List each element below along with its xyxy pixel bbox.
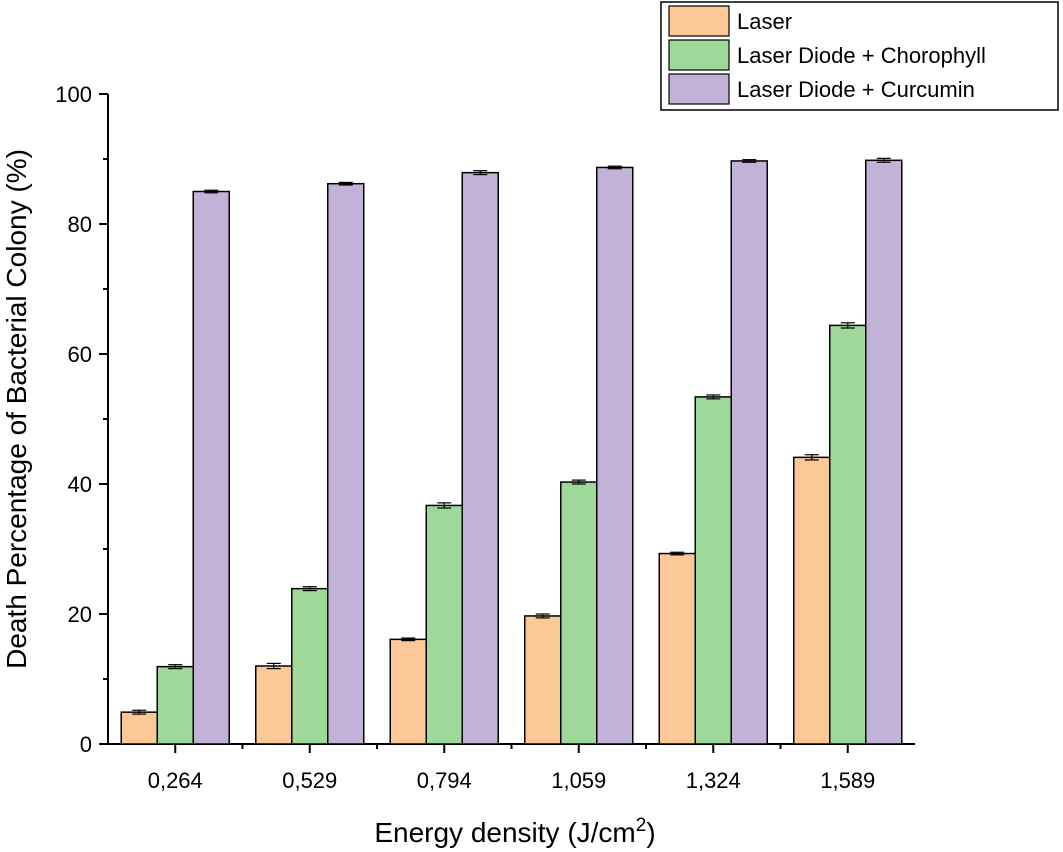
x-tick-label: 0,264 [148, 768, 203, 793]
legend-swatch [668, 39, 730, 71]
x-axis-title-close: ) [646, 817, 655, 848]
x-axis-title-text: Energy density (J/cm [374, 817, 635, 848]
y-tick-label: 80 [68, 212, 92, 237]
bar [730, 160, 768, 745]
y-tick-label: 0 [80, 732, 92, 757]
y-tick-label: 40 [68, 472, 92, 497]
bar [560, 481, 598, 745]
y-tick-label: 100 [55, 82, 92, 107]
x-tick-label: 0,794 [417, 768, 472, 793]
x-axis: 0,264 0,529 0,794 1,059 1,324 1,589 [108, 743, 915, 793]
bar [524, 615, 562, 745]
y-tick-label: 60 [68, 342, 92, 367]
bar [425, 504, 463, 745]
x-axis-title: Energy density (J/cm2) [374, 815, 655, 848]
bars [120, 157, 903, 745]
bar [461, 171, 499, 745]
y-axis: 0 20 40 60 80 100 [55, 82, 109, 757]
legend-label: Laser Diode + Curcumin [737, 77, 975, 102]
bar [596, 166, 634, 745]
x-tick-label: 1,059 [551, 768, 606, 793]
x-tick-label: 1,324 [686, 768, 741, 793]
bar [793, 456, 831, 745]
bar [192, 190, 230, 745]
bar [327, 182, 365, 745]
bar [829, 324, 867, 745]
x-tick-label: 1,589 [820, 768, 875, 793]
x-tick-label: 0,529 [282, 768, 337, 793]
bar [291, 587, 329, 745]
bar [255, 665, 293, 745]
legend-label: Laser Diode + Chorophyll [737, 43, 986, 68]
bar [156, 665, 194, 745]
y-axis-title: Death Percentage of Bacterial Colony (%) [1, 149, 32, 669]
y-tick-label: 20 [68, 602, 92, 627]
bar [120, 711, 158, 745]
legend-label: Laser [737, 9, 792, 34]
legend: Laser Laser Diode + Chorophyll Laser Diode… [660, 1, 1059, 111]
bar [694, 396, 732, 745]
legend-swatch [668, 5, 730, 37]
x-axis-title-superscript: 2 [636, 815, 647, 836]
legend-swatch [668, 73, 730, 105]
bar [389, 638, 427, 745]
bar [658, 552, 696, 745]
bar [865, 159, 903, 745]
